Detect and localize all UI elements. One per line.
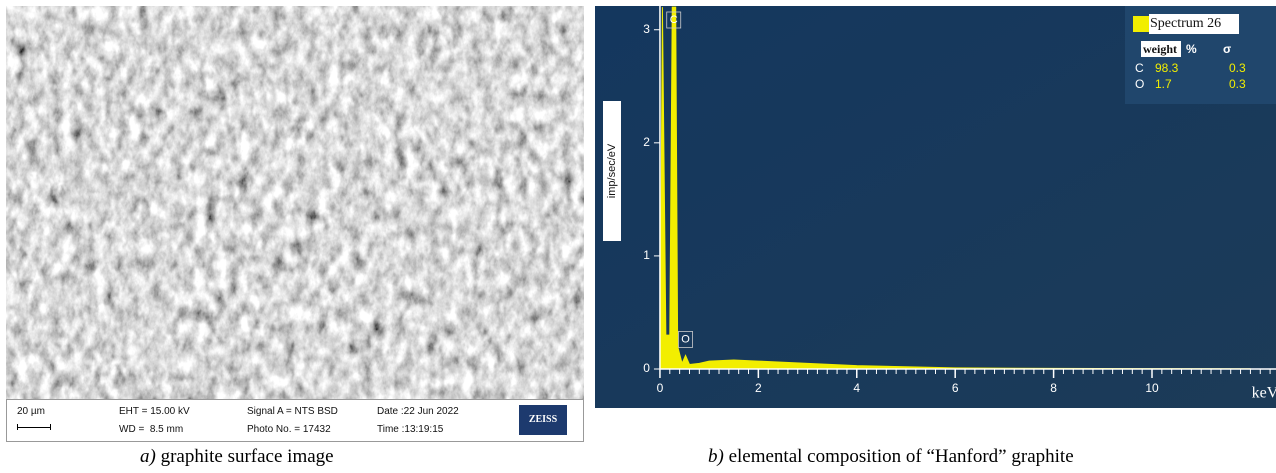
caption-a: a) graphite surface image [140, 446, 334, 468]
legend-cell: O [1135, 77, 1144, 91]
legend-box: Spectrum 26 weight% σ C 98.3 0.3 O 1.7 0.3 [1125, 6, 1276, 104]
info-bar: 20 µm EHT = 15.00 kV WD = 8.5 mm Signal … [6, 399, 584, 442]
brand-logo: ZEISS [519, 405, 567, 435]
caption-b: b) elemental composition of “Hanford” gr… [708, 446, 1074, 468]
scale-bar [17, 424, 51, 430]
photo: Photo No. = 17432 [247, 424, 331, 435]
y-tick-label: 0 [643, 361, 650, 375]
wd: WD = 8.5 mm [119, 424, 183, 435]
y-tick-label: 1 [643, 248, 650, 262]
page: 20 µm EHT = 15.00 kV WD = 8.5 mm Signal … [0, 0, 1276, 473]
caption-text: graphite surface image [161, 446, 334, 467]
legend-header: weight [1143, 42, 1177, 56]
caption-text: elemental composition of “Hanford” graph… [729, 446, 1074, 467]
time: Time :13:19:15 [377, 424, 443, 435]
legend-cell: 0.3 [1229, 61, 1246, 75]
legend-title: Spectrum 26 [1150, 16, 1221, 31]
x-axis-label: keV [1252, 385, 1276, 402]
date: Date :22 Jun 2022 [377, 406, 459, 417]
x-tick-label: 10 [1145, 381, 1159, 395]
caption-label: b) [708, 446, 724, 467]
y-axis-label: imp/sec/eV [606, 143, 618, 198]
x-tick-label: 8 [1050, 381, 1057, 395]
legend-cell: 0.3 [1229, 77, 1246, 91]
x-tick-label: 6 [952, 381, 959, 395]
y-tick-label: 2 [643, 135, 650, 149]
eht: EHT = 15.00 kV [119, 406, 190, 417]
x-tick-label: 0 [657, 381, 664, 395]
y-tick-label: 3 [643, 22, 650, 36]
signal: Signal A = NTS BSD [247, 406, 338, 417]
legend-cell: 98.3 [1155, 61, 1179, 75]
legend-cell: 1.7 [1155, 77, 1172, 91]
scale-text: 20 µm [17, 406, 45, 417]
legend-swatch [1133, 16, 1149, 32]
peak-label: C [670, 14, 678, 26]
texture [6, 6, 584, 399]
x-tick-label: 2 [755, 381, 762, 395]
x-tick-label: 4 [853, 381, 860, 395]
sem-image [6, 6, 584, 399]
peak-label: O [681, 333, 690, 345]
legend-cell: C [1135, 61, 1144, 75]
legend-header: % [1186, 42, 1197, 56]
caption-label: a) [140, 446, 156, 467]
legend-header: σ [1223, 42, 1231, 56]
